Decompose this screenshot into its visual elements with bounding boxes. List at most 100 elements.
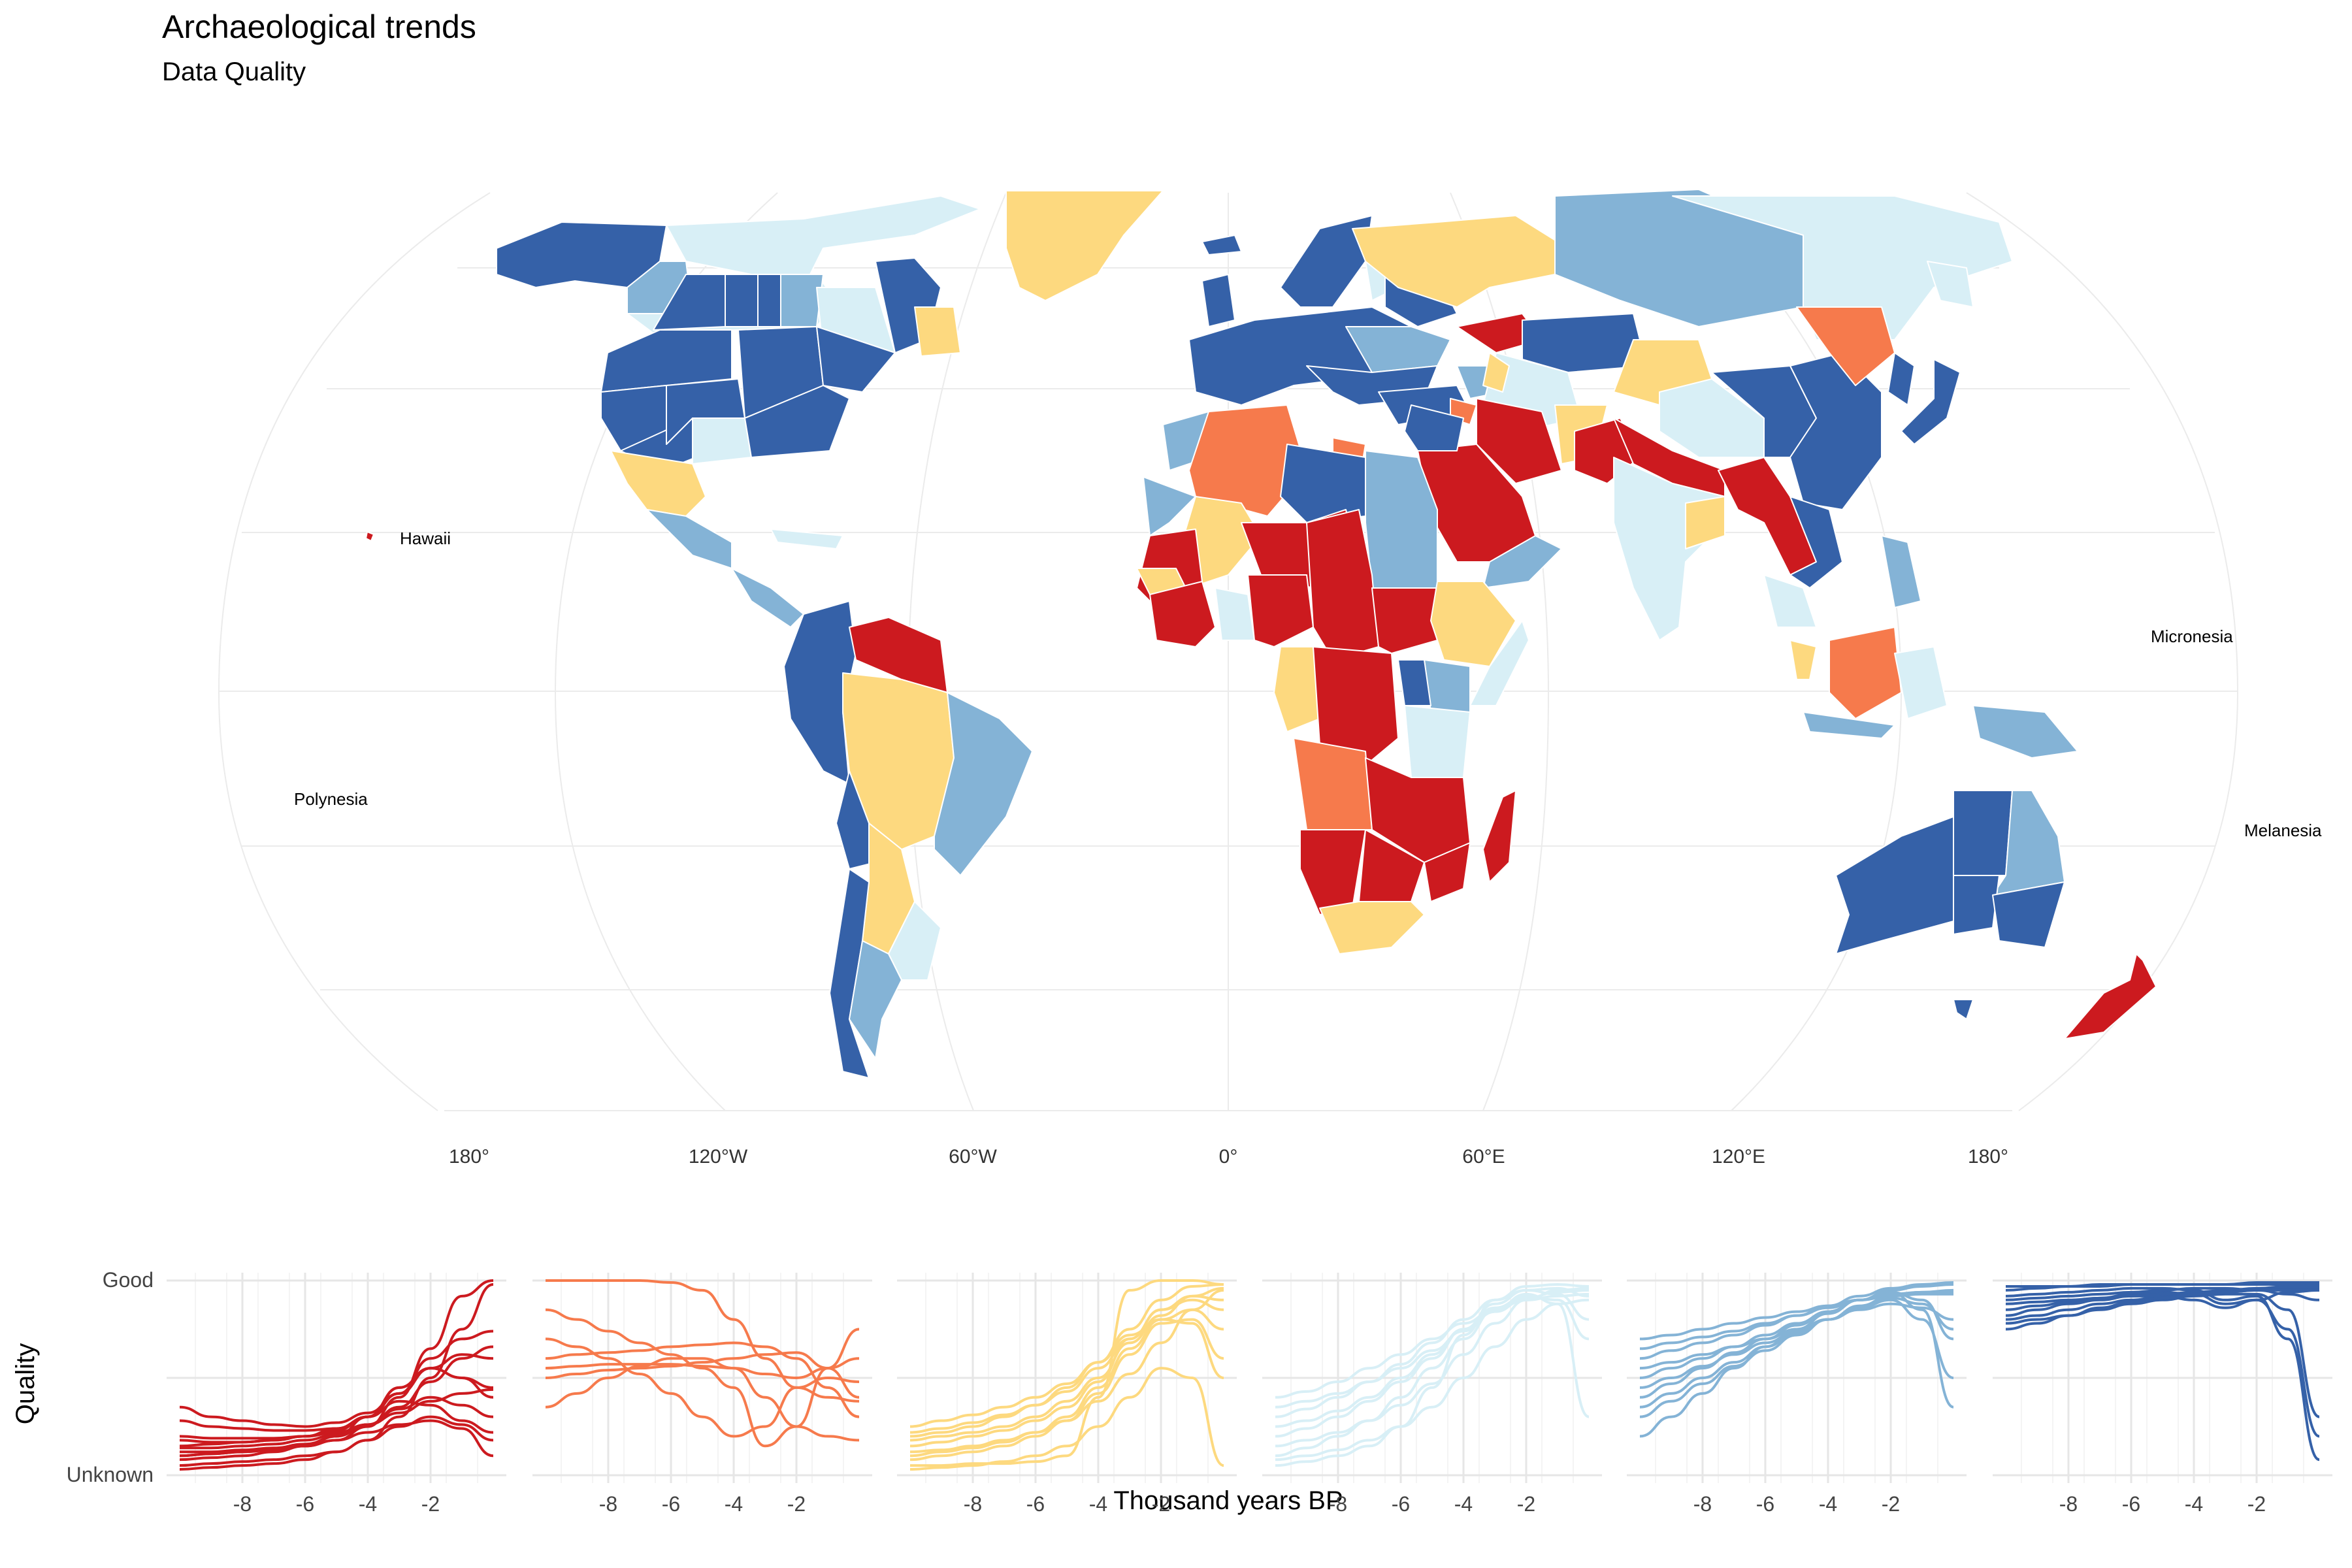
label-melanesia: Melanesia [2244,821,2322,840]
x-tick-label: -4 [725,1492,743,1516]
trend-line-p2-s3 [545,1341,860,1418]
world-map: 180° 120°W 60°W 0° 60°E 120°E 180° Hawai… [218,189,2322,1168]
trend-line-p6-s4 [2005,1281,2319,1292]
trend-line-p1-s8 [179,1396,494,1454]
trend-line-p2-s5 [545,1351,860,1399]
region-uganda [1397,659,1431,706]
region-japan [1901,359,1961,445]
region-atlantic-canada [914,306,961,357]
trend-line-p5-s3 [1639,1290,1954,1438]
trend-line-p3-s1 [909,1279,1224,1467]
trend-line-p3-s5 [909,1318,1224,1462]
x-tick-label: -2 [421,1492,440,1516]
region-usa-southeast [744,385,850,458]
trend-line-p3-s3 [909,1308,1224,1458]
region-manitoba [780,274,824,327]
x-tick-label: -8 [1693,1492,1712,1516]
region-caribbean [770,529,843,549]
region-arctic-islands [666,195,981,275]
trend-line-p2-s7 [545,1337,860,1438]
x-tick-label: -2 [1517,1492,1535,1516]
trend-line-p6-s7 [2005,1284,2319,1317]
lon-label-180e: 180° [1968,1146,2008,1168]
trend-line-p1-s1 [179,1353,494,1428]
region-somalia [1469,620,1529,706]
trend-line-p1-s9 [179,1415,494,1471]
region-borneo [1829,627,1902,719]
region-northern-territory [1953,790,2013,876]
x-tick-label: -8 [599,1492,617,1516]
label-polynesia: Polynesia [294,789,368,809]
x-tick-label: -8 [1329,1492,1347,1516]
region-russia-east [1672,195,2013,340]
lon-label-60e: 60°E [1462,1146,1505,1168]
region-guinea-coast [1149,581,1216,647]
region-new-guinea [1972,705,2078,759]
region-south-australia [1953,875,2000,935]
x-tick-label: -8 [233,1492,252,1516]
x-tick-label: -2 [1882,1492,1900,1516]
y-axis-title: Quality [11,1343,40,1425]
region-malaysia [1763,574,1817,628]
trend-panel-1: -8 -6 -4 -2 [167,1273,506,1516]
trend-line-p5-s7 [1639,1290,1953,1350]
region-angola [1293,738,1373,830]
trend-line-p6-s5 [2005,1286,2319,1321]
region-kamchatka [1927,261,1974,308]
label-hawaii: Hawaii [400,529,451,548]
x-tick-label: -6 [296,1492,314,1516]
x-tick-label: -6 [1392,1492,1410,1516]
y-tick-unknown: Unknown [67,1463,154,1486]
region-west-sahara [1143,476,1196,536]
region-sumatra [1789,640,1817,680]
lon-label-120e: 120°E [1712,1146,1765,1168]
region-uruguay [888,901,941,981]
region-eastern-europe [1345,326,1451,373]
region-bolivia [836,770,876,870]
region-russia-west [1352,215,1569,308]
region-south-africa [1319,901,1425,955]
region-patagonia [849,940,902,1059]
region-indonesia-south [1803,711,1895,739]
trend-line-p4-s5 [1275,1292,1590,1399]
x-tick-label: -6 [662,1492,680,1516]
trend-line-p2-s1 [546,1279,860,1403]
region-indochina [1789,496,1843,589]
region-congo [1313,646,1399,772]
region-india-east [1685,496,1725,549]
trend-line-p3-s9 [909,1367,1224,1471]
lon-label-60w: 60°W [949,1146,997,1168]
region-greenland [1005,190,1164,301]
region-iceland [1201,235,1242,255]
trend-line-p2-s2 [545,1308,860,1448]
trend-line-p6-s3 [2005,1292,2320,1418]
x-tick-label: -4 [359,1492,377,1516]
trend-line-p5-s1 [1639,1282,1954,1379]
x-tick-label: -6 [1026,1492,1045,1516]
trend-line-p6-s8 [2005,1286,2320,1301]
lon-label-120w: 120°W [689,1146,748,1168]
trend-line-p6-s1 [2005,1286,2320,1462]
chart-subtitle: Data Quality [162,57,306,86]
x-tick-label: -4 [2185,1492,2203,1516]
region-hawaii [365,531,374,542]
panel-background [1993,1273,2332,1483]
trend-line-p5-s9 [1639,1296,1954,1409]
region-western-australia [1835,816,1954,955]
trend-line-p5-s8 [1639,1298,1954,1389]
trend-line-p2-s4 [545,1357,860,1380]
trend-line-p1-s6 [179,1367,494,1462]
trend-line-p1-s7 [179,1388,494,1440]
region-iran [1476,398,1562,484]
region-korea [1887,352,1915,406]
trend-line-p2-s6 [545,1357,860,1442]
region-brazil-east [934,692,1033,876]
lon-label-180w: 180° [449,1146,489,1168]
panel-background [167,1273,506,1483]
trend-line-p5-s6 [1639,1288,1954,1418]
region-saskatchewan [757,274,781,327]
trend-line-p6-s6 [2005,1288,2320,1309]
trend-line-p4-s2 [1275,1286,1590,1438]
trend-line-p4-s8 [1275,1298,1590,1462]
region-nsw [1992,881,2065,948]
